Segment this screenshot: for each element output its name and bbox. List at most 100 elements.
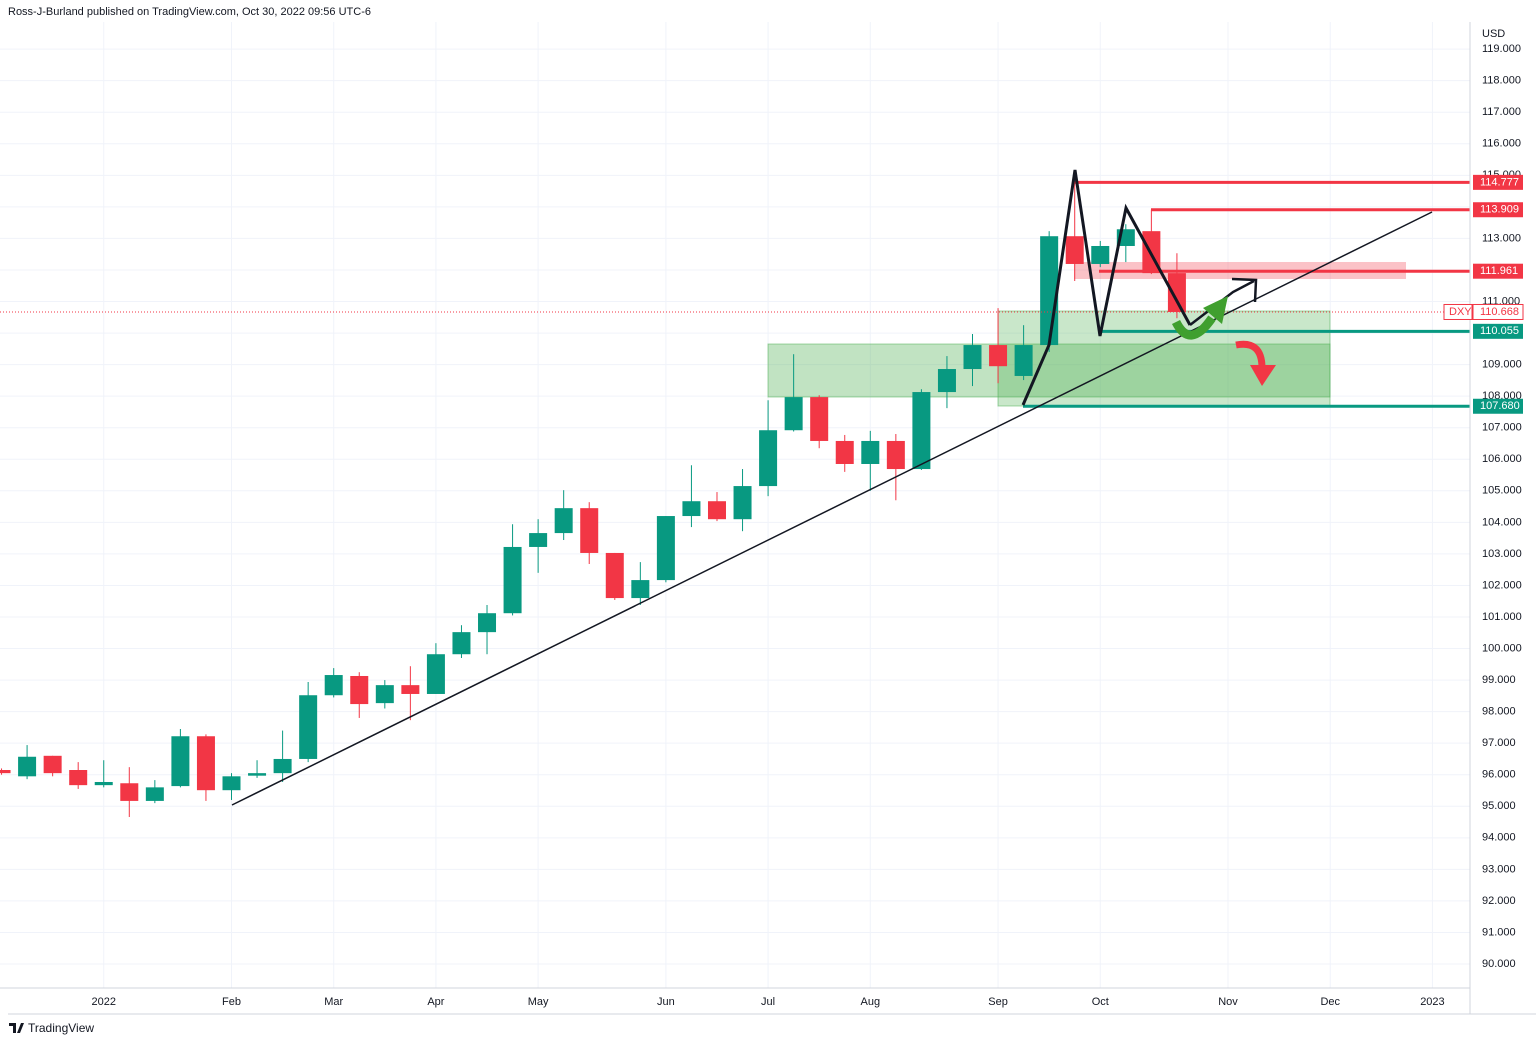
y-tick-label: 91.000 [1482, 926, 1516, 938]
price-label: 110.055 [1480, 325, 1519, 337]
candle-body [94, 781, 113, 786]
candle-body [707, 501, 726, 520]
last-price-bg [1472, 303, 1524, 320]
candle-body [810, 397, 829, 441]
candle-body [196, 736, 215, 791]
price-label-bg [1473, 202, 1523, 218]
candle-body [120, 783, 139, 801]
y-tick-label: 100.000 [1482, 642, 1522, 654]
candle-body [478, 613, 497, 633]
price-label-bg [1473, 263, 1523, 279]
candle-body [835, 440, 854, 464]
y-tick-label: 105.000 [1482, 485, 1522, 497]
projection-arrow [1189, 279, 1255, 326]
y-tick-label: 118.000 [1482, 75, 1521, 87]
candle-body [937, 369, 956, 393]
x-tick-label: Jun [657, 996, 675, 1008]
symbol-badge [1443, 303, 1473, 320]
price-label-bg [1473, 174, 1523, 190]
candle-body [989, 345, 1008, 367]
candle-body [631, 580, 650, 599]
x-tick-label: Mar [324, 996, 343, 1008]
price-label: 107.680 [1480, 400, 1520, 412]
x-tick-label: Apr [427, 996, 444, 1008]
x-tick-label: Jul [761, 996, 775, 1008]
candle-body [452, 632, 471, 655]
x-tick-label: 2022 [91, 996, 115, 1008]
candle-body [43, 755, 62, 774]
x-tick-label: Oct [1092, 996, 1109, 1008]
header: Ross-J-Burland published on TradingView.… [8, 6, 371, 18]
price-label: 113.909 [1480, 204, 1519, 216]
x-tick-label: 2023 [1420, 996, 1444, 1008]
candle-body [886, 440, 905, 470]
y-tick-label: 90.000 [1482, 958, 1516, 970]
last-price-label: 110.668 [1480, 306, 1519, 318]
y-tick-label: 109.000 [1482, 359, 1522, 371]
candle-body [580, 508, 599, 553]
candle-body [324, 675, 343, 696]
candle-body [656, 516, 675, 581]
y-tick-label: 94.000 [1482, 832, 1516, 844]
candle-body [18, 756, 37, 777]
candle-body [963, 345, 982, 370]
footer-brand: TradingView [28, 1021, 94, 1035]
y-tick-label: 101.000 [1482, 611, 1522, 623]
candle-body [299, 695, 318, 759]
candle-body [350, 675, 369, 705]
candle-body [0, 770, 11, 774]
axes: 90.000 91.000 92.000 93.000 94.000 95.000 96.0… [91, 43, 1524, 1008]
y-tick-label: 93.000 [1482, 863, 1516, 875]
candles [0, 182, 1186, 818]
symbol-label: DXY [1449, 306, 1472, 318]
x-tick-label: Aug [861, 996, 881, 1008]
zigzag-pattern [1021, 169, 1192, 406]
y-tick-label: 106.000 [1482, 453, 1522, 465]
y-tick-label: 102.000 [1482, 579, 1522, 591]
candle-body [861, 440, 880, 464]
price-label-bg [1473, 398, 1523, 414]
candle-body [1014, 345, 1033, 376]
y-tick-label: 116.000 [1482, 138, 1521, 150]
x-tick-label: Nov [1218, 996, 1238, 1008]
y-tick-label: 95.000 [1482, 800, 1516, 812]
x-tick-label: Sep [988, 996, 1008, 1008]
y-tick-label: 113.000 [1482, 232, 1521, 244]
candle-body [273, 758, 292, 774]
x-tick-label: May [528, 996, 549, 1008]
y-tick-label: 107.000 [1482, 422, 1522, 434]
candle-body [1091, 245, 1110, 264]
red-arrow-head [1250, 365, 1276, 386]
candle-body [401, 685, 420, 694]
candle-body [503, 546, 522, 614]
candle-body [145, 787, 164, 801]
candle-body [69, 770, 88, 786]
y-tick-label: 119.000 [1482, 43, 1521, 55]
y-tick-label: 97.000 [1482, 737, 1516, 749]
candle-body [912, 392, 931, 470]
price-label-bg [1473, 323, 1523, 339]
candle-body [375, 685, 394, 704]
candle-body [248, 773, 267, 776]
candle-body [605, 552, 624, 599]
candle-body [759, 430, 778, 487]
trendline [231, 211, 1433, 806]
green-arrow-head [1203, 296, 1228, 324]
y-tick-label: 92.000 [1482, 895, 1516, 907]
x-tick-label: Feb [222, 996, 241, 1008]
candle-body [222, 776, 241, 791]
candle-body [682, 501, 701, 517]
currency: USD [1482, 28, 1505, 40]
candle-body [733, 486, 752, 520]
candle-body [1167, 273, 1186, 312]
arrow-head [1231, 277, 1258, 303]
candle-body [171, 736, 190, 787]
candle-body [784, 397, 803, 431]
candle-body [1065, 236, 1084, 264]
y-tick-label: 103.000 [1482, 548, 1522, 560]
x-tick-label: Dec [1320, 996, 1340, 1008]
y-tick-label: 96.000 [1482, 769, 1516, 781]
green-arrow [1171, 315, 1216, 340]
candle-body [554, 508, 573, 534]
